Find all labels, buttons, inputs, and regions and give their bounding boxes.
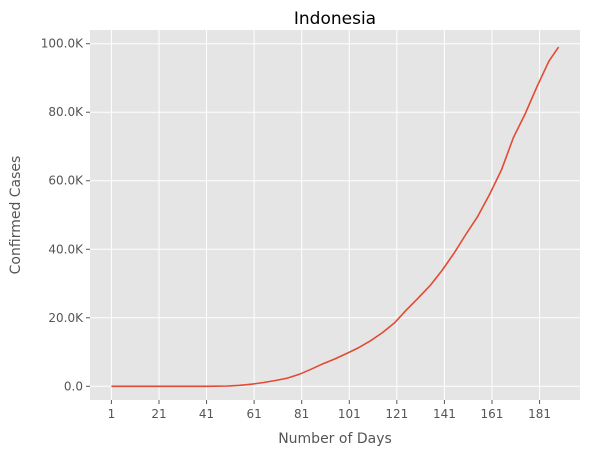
series-line	[111, 46, 560, 388]
x-tick-label: 101	[338, 407, 361, 421]
x-tick-label: 61	[246, 407, 261, 421]
x-tick-label: 141	[433, 407, 456, 421]
y-tick-label: 0.0	[64, 379, 83, 393]
chart-title: Indonesia	[294, 9, 376, 29]
x-tick-label: 161	[481, 407, 504, 421]
y-tick-label: 40.0K	[48, 242, 84, 256]
series-layer	[111, 46, 560, 388]
x-tick-label: 81	[294, 407, 309, 421]
x-tick-label: 1	[108, 407, 116, 421]
x-tick-label: 121	[385, 407, 408, 421]
y-tick-label: 20.0K	[48, 311, 84, 325]
x-tick-label: 181	[528, 407, 551, 421]
y-tick-label: 80.0K	[48, 105, 84, 119]
x-axis-label: Number of Days	[278, 431, 392, 447]
y-axis-label: Confirmed Cases	[8, 156, 24, 275]
y-tick-label: 60.0K	[48, 174, 84, 188]
x-tick-label: 41	[199, 407, 214, 421]
y-tick-label: 100.0K	[41, 37, 84, 51]
axis-ticks: 1 21 41 61 81 101 121 141 161 1810.020.0K40.0K60.…	[41, 37, 551, 421]
plot-background	[90, 30, 580, 400]
x-tick-label: 21	[151, 407, 166, 421]
